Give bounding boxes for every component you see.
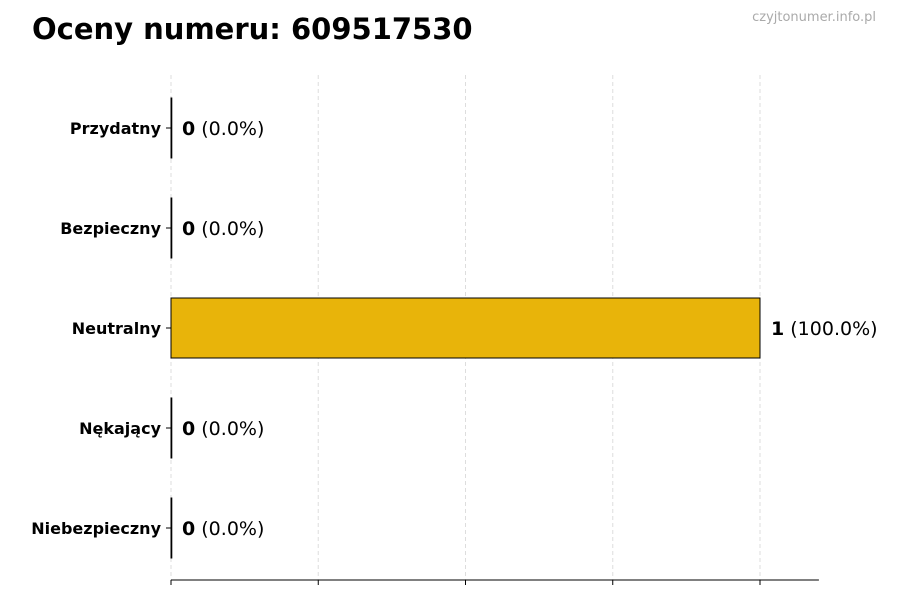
value-count: 0 [182, 518, 195, 540]
bar-bezpieczny [170, 197, 173, 259]
bar-niebezpieczny [170, 497, 173, 559]
value-label: 0 (0.0%) [182, 218, 264, 240]
value-percent: (0.0%) [195, 118, 264, 140]
value-percent: (0.0%) [195, 518, 264, 540]
category-label: Nękający [79, 419, 161, 438]
value-count: 0 [182, 118, 195, 140]
value-label: 0 (0.0%) [182, 118, 264, 140]
value-count: 1 [771, 318, 784, 340]
bar-neutralny [170, 297, 761, 359]
value-label: 1 (100.0%) [771, 318, 878, 340]
bar-przydatny [170, 97, 173, 159]
bar-nękający [170, 397, 173, 459]
value-count: 0 [182, 418, 195, 440]
chart-title: Oceny numeru: 609517530 [32, 12, 473, 46]
value-label: 0 (0.0%) [182, 518, 264, 540]
value-percent: (0.0%) [195, 218, 264, 240]
value-percent: (100.0%) [784, 318, 877, 340]
watermark: czyjtonumer.info.pl [752, 10, 876, 25]
value-count: 0 [182, 218, 195, 240]
value-label: 0 (0.0%) [182, 418, 264, 440]
value-percent: (0.0%) [195, 418, 264, 440]
category-label: Bezpieczny [60, 219, 161, 238]
category-label: Przydatny [70, 119, 162, 138]
category-label: Niebezpieczny [31, 519, 161, 538]
category-label: Neutralny [72, 319, 162, 338]
